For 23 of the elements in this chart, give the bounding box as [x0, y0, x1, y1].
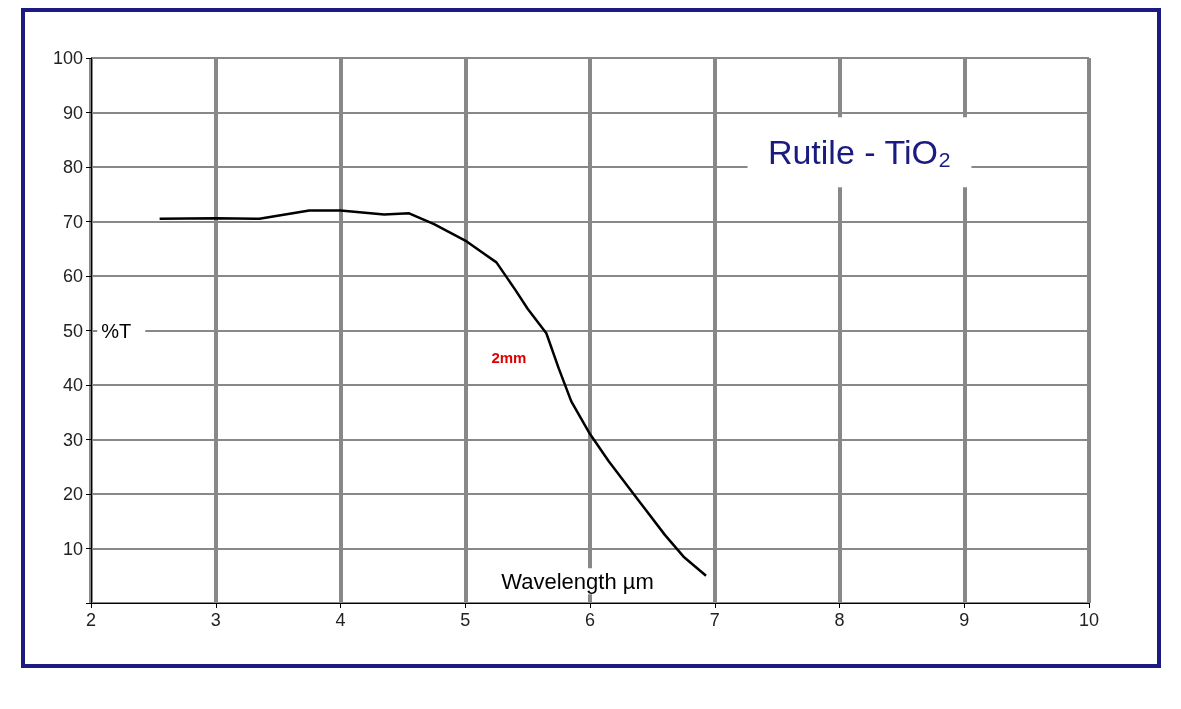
x-tick-label: 5: [459, 610, 470, 630]
y-tick-label: 10: [62, 538, 83, 559]
y-tick-label: 70: [62, 211, 83, 232]
text: Rutile - TiO₂: [767, 133, 951, 172]
x-tick-label: 6: [584, 610, 595, 630]
y-tick-label: 80: [62, 157, 83, 177]
y-axis-title: %T: [100, 319, 131, 342]
y-tick-label: 60: [62, 266, 83, 286]
y-tick-label: 50: [62, 320, 83, 341]
x-tick-label: 10: [1078, 610, 1099, 630]
y-tick-label: 90: [62, 102, 83, 123]
y-tick-label: 100: [52, 48, 83, 68]
y-tick-label: 40: [62, 375, 83, 395]
y-tick-label: 20: [62, 484, 83, 504]
x-tick-label: 2: [85, 610, 96, 630]
x-tick-label: 7: [709, 610, 720, 630]
x-tick-label: 3: [210, 610, 221, 630]
x-tick-label: 9: [958, 610, 969, 630]
x-tick-label: 4: [334, 610, 346, 630]
x-tick-label: 8: [833, 610, 845, 630]
annotation: 2mm: [490, 349, 526, 367]
y-tick-label: 30: [62, 429, 83, 450]
x-axis-title: Wavelength µm: [500, 568, 654, 594]
